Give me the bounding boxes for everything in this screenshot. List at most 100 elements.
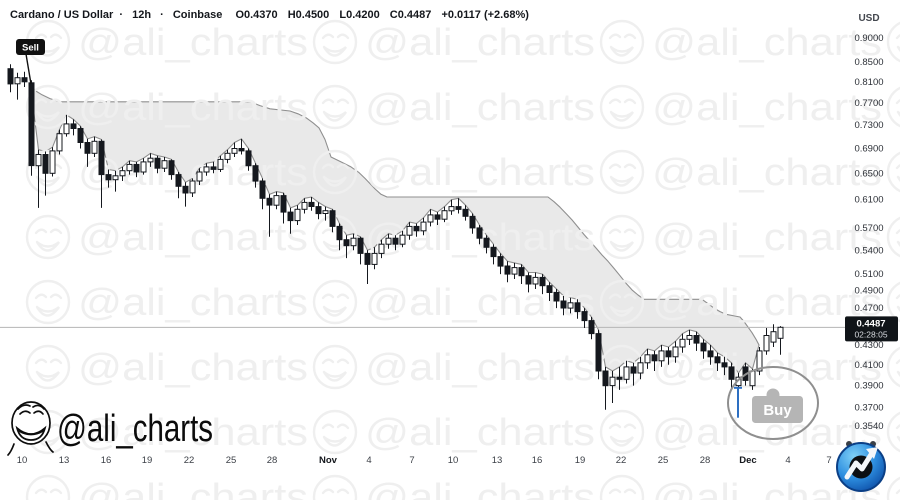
sell-pointer-line <box>25 53 32 85</box>
price-tick-label: 0.3540 <box>854 421 883 432</box>
buy-highlight-ellipse <box>727 366 819 440</box>
watermark-item: @ali_charts <box>886 21 900 63</box>
candle-body <box>63 123 70 135</box>
watermark-item: @ali_charts <box>312 474 595 500</box>
candle-body <box>28 82 35 167</box>
candle-body <box>147 157 154 163</box>
time-axis[interactable]: 10 13 16 19 22 25 28 Nov 4 7 10 13 16 19 22 25 28 Dec 4 7 <box>17 455 832 466</box>
candle-body <box>518 267 525 277</box>
svg-text:@ali_charts: @ali_charts <box>652 477 882 500</box>
price-badge[interactable]: 0.4487 02:28:05 <box>845 316 898 342</box>
svg-text:@ali_charts: @ali_charts <box>78 87 308 129</box>
candle-body <box>420 221 427 232</box>
time-tick-label: 19 <box>575 455 586 466</box>
candle-body <box>280 195 287 213</box>
candle-body <box>574 302 581 313</box>
candle-body <box>56 133 63 152</box>
time-tick-label: 4 <box>785 455 790 466</box>
watermark-item: @ali_charts <box>886 86 900 128</box>
symbol-name: Cardano / US Dollar <box>10 9 114 21</box>
sell-tag-label: Sell <box>22 43 39 54</box>
candle-body <box>630 366 637 374</box>
candle-body <box>777 326 784 339</box>
candle-body <box>154 157 161 169</box>
candle-body <box>483 237 490 248</box>
candle-body <box>693 335 700 344</box>
candle-body <box>126 163 133 172</box>
price-tick-label: 0.6500 <box>854 168 883 179</box>
brand-handle-text: @ali_charts <box>57 408 213 450</box>
watermark-item: @ali_charts <box>312 409 595 455</box>
buy-annotation: Buy <box>727 366 819 440</box>
watermark-item: @ali_charts <box>599 19 882 65</box>
candle-body <box>105 174 112 181</box>
price-tick-label: 0.5400 <box>854 245 883 256</box>
candle-body <box>189 180 196 194</box>
price-tick-label: 0.3900 <box>854 381 883 392</box>
candle-body <box>546 285 553 294</box>
price-axis[interactable]: 0.9000 0.8500 0.8100 0.7700 0.7300 0.6900 0.65… <box>854 33 883 432</box>
time-tick-label: 19 <box>142 455 153 466</box>
candle-body <box>511 267 518 275</box>
price-tick-label: 0.9000 <box>854 33 883 44</box>
candle-body <box>665 350 672 358</box>
svg-text:@ali_charts: @ali_charts <box>78 282 308 324</box>
time-tick-label: 10 <box>17 455 28 466</box>
candle-body <box>259 180 266 199</box>
ohlc-close: C0.4487 <box>389 9 432 21</box>
candle-body <box>399 234 406 245</box>
ohlc-low: L0.4200 <box>339 9 380 21</box>
time-tick-label: 22 <box>184 455 195 466</box>
watermark-item: @ali_charts <box>25 84 308 130</box>
candle-body <box>567 302 574 309</box>
candle-body <box>756 350 763 372</box>
candle-body <box>245 150 252 167</box>
candle-body <box>434 214 441 220</box>
watermark-item: @ali_charts <box>599 149 882 195</box>
candle-body <box>770 331 777 343</box>
candle-body <box>161 160 168 169</box>
currency-label: USD <box>858 13 879 24</box>
time-tick-label: Dec <box>739 455 756 466</box>
candle-body <box>364 252 371 265</box>
candle-body <box>658 350 665 362</box>
candle-body <box>322 210 329 214</box>
watermark-item: @ali_charts <box>599 84 882 130</box>
candle-body <box>133 163 140 173</box>
candle-body <box>315 206 322 215</box>
svg-text:@ali_charts: @ali_charts <box>652 22 882 64</box>
time-tick-label: Nov <box>319 455 338 466</box>
symbol-header: Cardano / US Dollar · 12h · Coinbase O0.… <box>10 9 529 21</box>
price-tick-label: 0.4100 <box>854 360 883 371</box>
candle-body <box>532 276 539 285</box>
watermark-item: @ali_charts <box>886 411 900 453</box>
price-badge-countdown: 02:28:05 <box>854 329 887 339</box>
candle-body <box>623 366 630 380</box>
candle-body <box>294 208 301 222</box>
candle-body <box>637 362 644 374</box>
time-tick-label: 13 <box>59 455 70 466</box>
indicator-band <box>30 85 760 374</box>
buy-signal-line <box>734 386 742 418</box>
price-badge-box <box>845 316 898 342</box>
candle-body <box>119 170 126 177</box>
candle-body <box>168 160 175 176</box>
separator-dot: · <box>160 9 164 21</box>
candle-body <box>35 154 42 167</box>
candle-body <box>210 166 217 170</box>
price-tick-label: 0.7300 <box>854 120 883 131</box>
watermark-item: @ali_charts <box>886 476 900 500</box>
price-tick-label: 0.6900 <box>854 144 883 155</box>
candle-body <box>602 370 609 387</box>
candlestick-series[interactable] <box>7 64 784 417</box>
svg-text:@ali_charts: @ali_charts <box>365 22 595 64</box>
watermark-item: @ali_charts <box>312 84 595 130</box>
watermark-item: @ali_charts <box>312 279 595 325</box>
candle-body <box>707 350 714 358</box>
candle-body <box>560 300 567 309</box>
candle-body <box>721 362 728 368</box>
candle-body <box>413 225 420 232</box>
candle-body <box>497 256 504 267</box>
candle-body <box>469 215 476 229</box>
